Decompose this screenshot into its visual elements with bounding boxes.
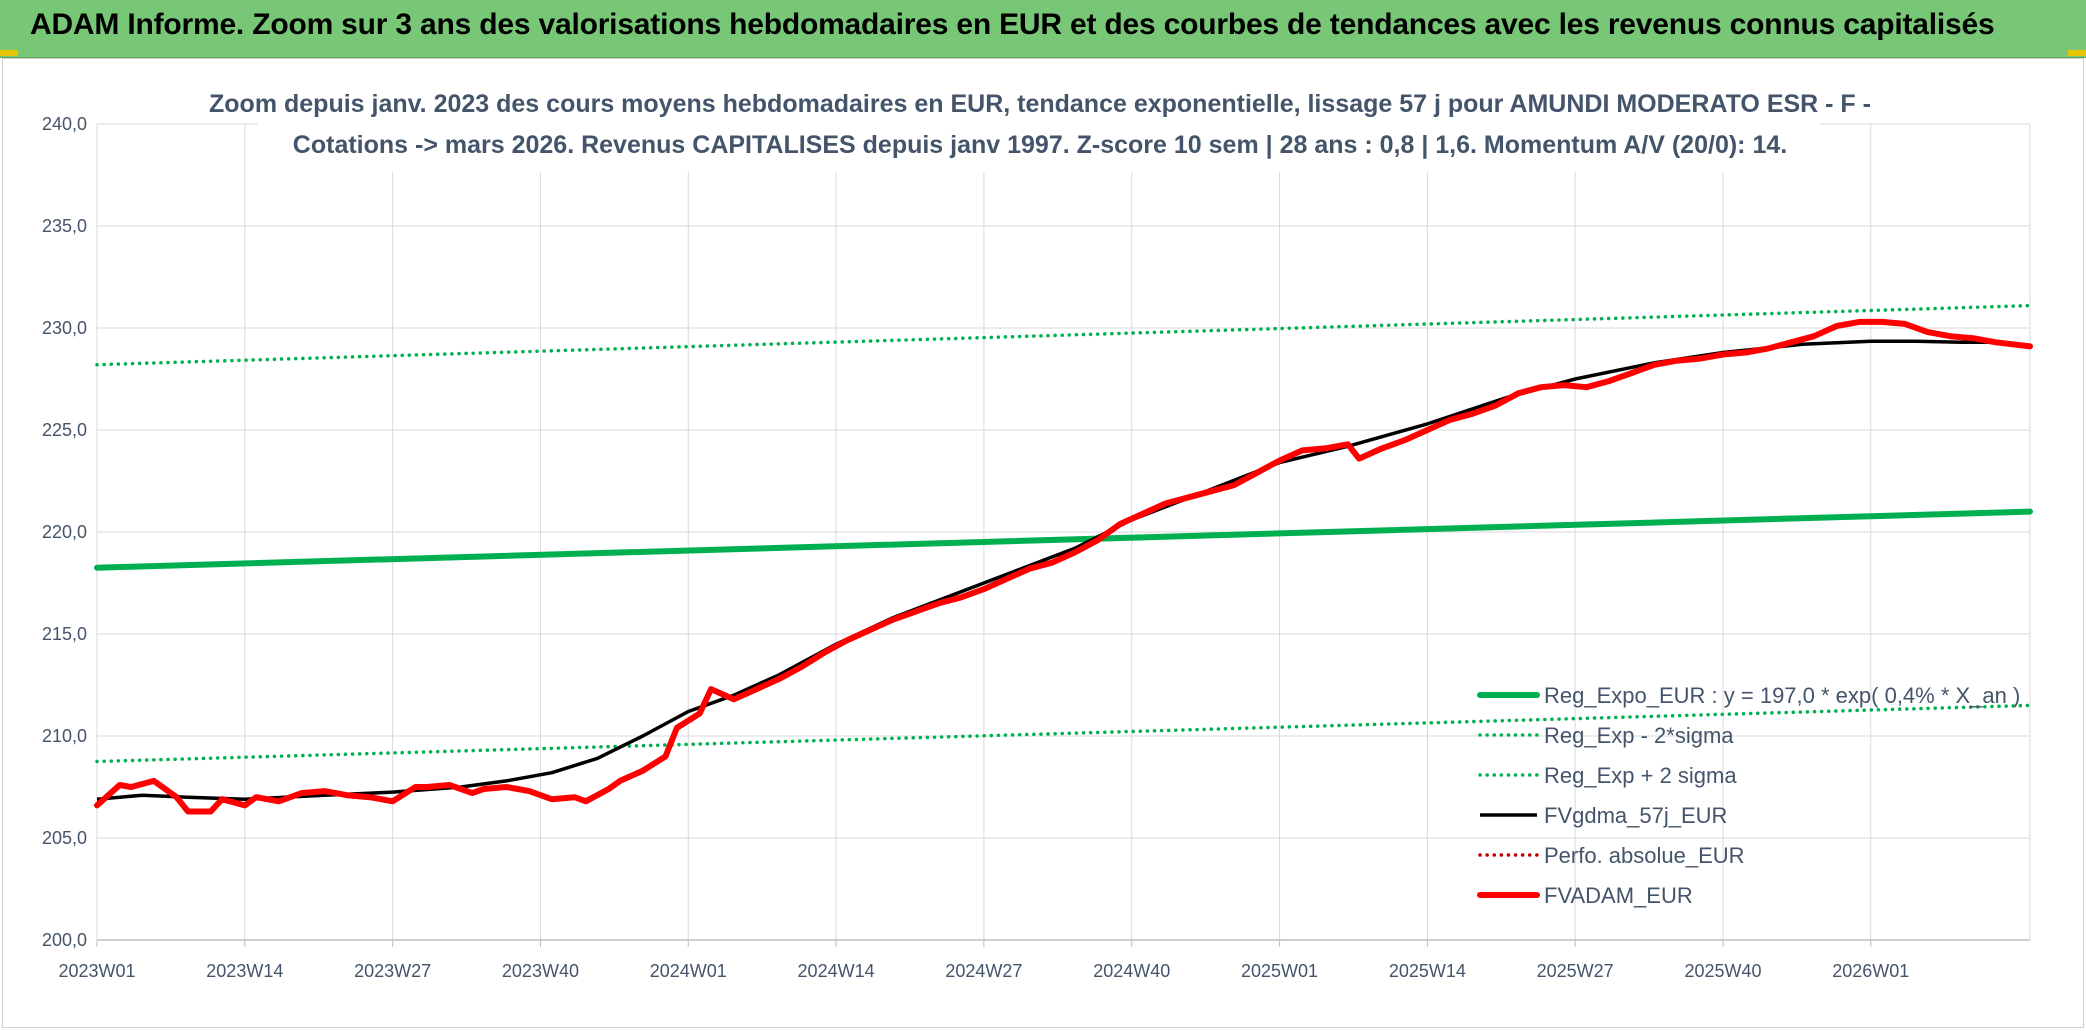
y-tick-label: 225,0 bbox=[42, 420, 87, 440]
legend-label-6: FVADAM_EUR bbox=[1544, 883, 1693, 908]
x-tick-label: 2024W40 bbox=[1093, 961, 1170, 981]
x-tick-label: 2025W40 bbox=[1684, 961, 1761, 981]
report-banner: ADAM Informe. Zoom sur 3 ans des valoris… bbox=[0, 0, 2086, 58]
x-tick-label: 2025W01 bbox=[1241, 961, 1318, 981]
y-tick-label: 210,0 bbox=[42, 726, 87, 746]
series-line-4 bbox=[96, 339, 2031, 801]
series-line-6 bbox=[94, 318, 2033, 815]
y-tick-label: 235,0 bbox=[42, 216, 87, 236]
series-line-2 bbox=[95, 703, 2032, 764]
banner-corner-left bbox=[0, 50, 18, 56]
series-line-1 bbox=[94, 508, 2033, 571]
x-tick-label: 2024W01 bbox=[650, 961, 727, 981]
title-background bbox=[258, 80, 1820, 172]
x-tick-label: 2023W14 bbox=[206, 961, 283, 981]
y-tick-label: 200,0 bbox=[42, 930, 87, 950]
legend-label-3: Reg_Exp + 2 sigma bbox=[1544, 763, 1737, 788]
x-tick-label: 2026W01 bbox=[1832, 961, 1909, 981]
legend-label-1: Reg_Expo_EUR : y = 197,0 * exp( 0,4% * X… bbox=[1544, 683, 2020, 708]
banner-corner-right bbox=[2068, 50, 2086, 56]
series-lines bbox=[94, 303, 2033, 815]
x-tick-label: 2025W14 bbox=[1389, 961, 1466, 981]
legend-label-2: Reg_Exp - 2*sigma bbox=[1544, 723, 1734, 748]
y-tick-label: 220,0 bbox=[42, 522, 87, 542]
legend-label-4: FVgdma_57j_EUR bbox=[1544, 803, 1727, 828]
y-tick-label: 215,0 bbox=[42, 624, 87, 644]
y-tick-label: 240,0 bbox=[42, 114, 87, 134]
legend-label-5: Perfo. absolue_EUR bbox=[1544, 843, 1745, 868]
x-tick-label: 2025W27 bbox=[1537, 961, 1614, 981]
series-line-3 bbox=[95, 303, 2032, 367]
chart-title-line-1: Zoom depuis janv. 2023 des cours moyens … bbox=[209, 90, 1871, 118]
gridlines bbox=[96, 123, 2031, 947]
y-tick-label: 230,0 bbox=[42, 318, 87, 338]
x-tick-label: 2023W40 bbox=[502, 961, 579, 981]
y-tick-label: 205,0 bbox=[42, 828, 87, 848]
x-tick-label: 2023W27 bbox=[354, 961, 431, 981]
y-axis-ticks: 200,0 205,0 210,0 215,0 220,0 225,0 230,0 235,0… bbox=[42, 114, 87, 950]
legend: Reg_Expo_EUR : y = 197,0 * exp( 0,4% * X… bbox=[1477, 683, 2020, 908]
x-tick-label: 2024W14 bbox=[798, 961, 875, 981]
chart-title-line-2: Cotations -> mars 2026. Revenus CAPITALI… bbox=[293, 131, 1787, 159]
x-tick-label: 2024W27 bbox=[945, 961, 1022, 981]
x-tick-label: 2023W01 bbox=[58, 961, 135, 981]
report-title: ADAM Informe. Zoom sur 3 ans des valoris… bbox=[30, 8, 1995, 41]
x-axis-ticks: 2023W01 2023W14 2023W27 2023W40 2024W01 2024W… bbox=[58, 961, 1909, 981]
